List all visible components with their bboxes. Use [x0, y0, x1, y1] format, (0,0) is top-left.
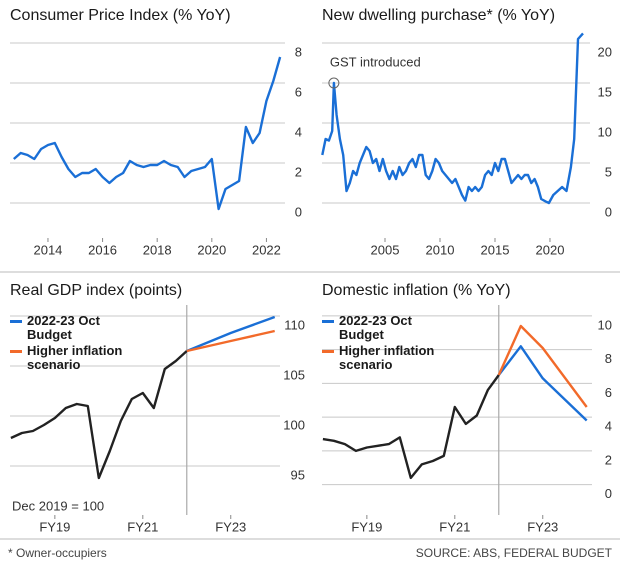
- x-tick-label: 2022: [252, 242, 281, 257]
- legend-label: Higher inflation scenario: [27, 343, 123, 372]
- data-line: [497, 345, 588, 422]
- annotation-circle: [328, 77, 340, 89]
- x-tick-label: FY23: [215, 519, 246, 534]
- legend-swatch: [10, 320, 22, 323]
- chart-title: Consumer Price Index (% YoY): [10, 7, 231, 24]
- data-line: [322, 374, 500, 480]
- y-tick-label: 5: [605, 164, 612, 179]
- y-tick-label: 20: [598, 44, 612, 59]
- x-tick-label: FY23: [527, 519, 558, 534]
- annotation-text: GST introduced: [330, 54, 421, 69]
- y-tick-label: 100: [283, 417, 305, 432]
- legend-item: 2022-23 Oct Budget: [322, 314, 452, 342]
- y-tick-label: 6: [295, 84, 302, 99]
- y-tick-label: 8: [295, 44, 302, 59]
- legend-item: 2022-23 Oct Budget: [10, 314, 140, 342]
- y-tick-label: 2: [295, 164, 302, 179]
- x-tick-label: 2020: [536, 242, 565, 257]
- x-tick-label: FY19: [351, 519, 382, 534]
- x-tick-label: FY21: [439, 519, 470, 534]
- legend-item: Higher inflation scenario: [322, 344, 452, 372]
- legend-label: Higher inflation scenario: [339, 343, 435, 372]
- x-tick-label: 2018: [143, 242, 172, 257]
- chart-note: Dec 2019 = 100: [12, 498, 104, 513]
- chart-title: New dwelling purchase* (% YoY): [322, 7, 555, 24]
- legend-box: 2022-23 Oct Budget Higher inflation scena…: [10, 314, 140, 372]
- data-line: [497, 324, 588, 408]
- y-tick-label: 0: [295, 204, 302, 219]
- y-tick-label: 10: [598, 124, 612, 139]
- x-tick-label: 2015: [481, 242, 510, 257]
- legend-label: 2022-23 Oct Budget: [27, 314, 100, 342]
- x-tick-label: FY19: [39, 519, 70, 534]
- data-line: [13, 56, 282, 211]
- data-line: [10, 350, 188, 480]
- y-tick-label: 15: [598, 84, 612, 99]
- x-tick-label: 2016: [88, 242, 117, 257]
- y-tick-label: 4: [605, 419, 612, 434]
- footnote: * Owner-occupiers: [8, 546, 107, 560]
- y-tick-label: 2: [605, 452, 612, 467]
- data-line: [186, 329, 275, 353]
- x-tick-label: 2014: [33, 242, 62, 257]
- y-tick-label: 6: [605, 385, 612, 400]
- source: SOURCE: ABS, FEDERAL BUDGET: [416, 546, 613, 560]
- legend-swatch: [322, 350, 334, 353]
- y-tick-label: 10: [598, 317, 612, 332]
- y-tick-label: 0: [605, 204, 612, 219]
- x-tick-label: 2005: [371, 242, 400, 257]
- x-tick-label: 2020: [197, 242, 226, 257]
- legend-swatch: [10, 350, 22, 353]
- data-line: [321, 32, 584, 205]
- chart-title: Domestic inflation (% YoY): [322, 282, 511, 299]
- y-tick-label: 110: [284, 317, 305, 332]
- data-line: [186, 315, 276, 353]
- legend-label: 2022-23 Oct Budget: [339, 314, 412, 342]
- y-tick-label: 4: [295, 124, 302, 139]
- x-tick-label: FY21: [127, 519, 158, 534]
- chart-title: Real GDP index (points): [10, 282, 182, 299]
- y-tick-label: 105: [283, 367, 305, 382]
- y-tick-label: 95: [291, 467, 305, 482]
- y-tick-label: 8: [605, 351, 612, 366]
- x-tick-label: 2010: [426, 242, 455, 257]
- legend-swatch: [322, 320, 334, 323]
- legend-box: 2022-23 Oct Budget Higher inflation scena…: [322, 314, 452, 372]
- y-tick-label: 0: [605, 486, 612, 501]
- legend-item: Higher inflation scenario: [10, 344, 140, 372]
